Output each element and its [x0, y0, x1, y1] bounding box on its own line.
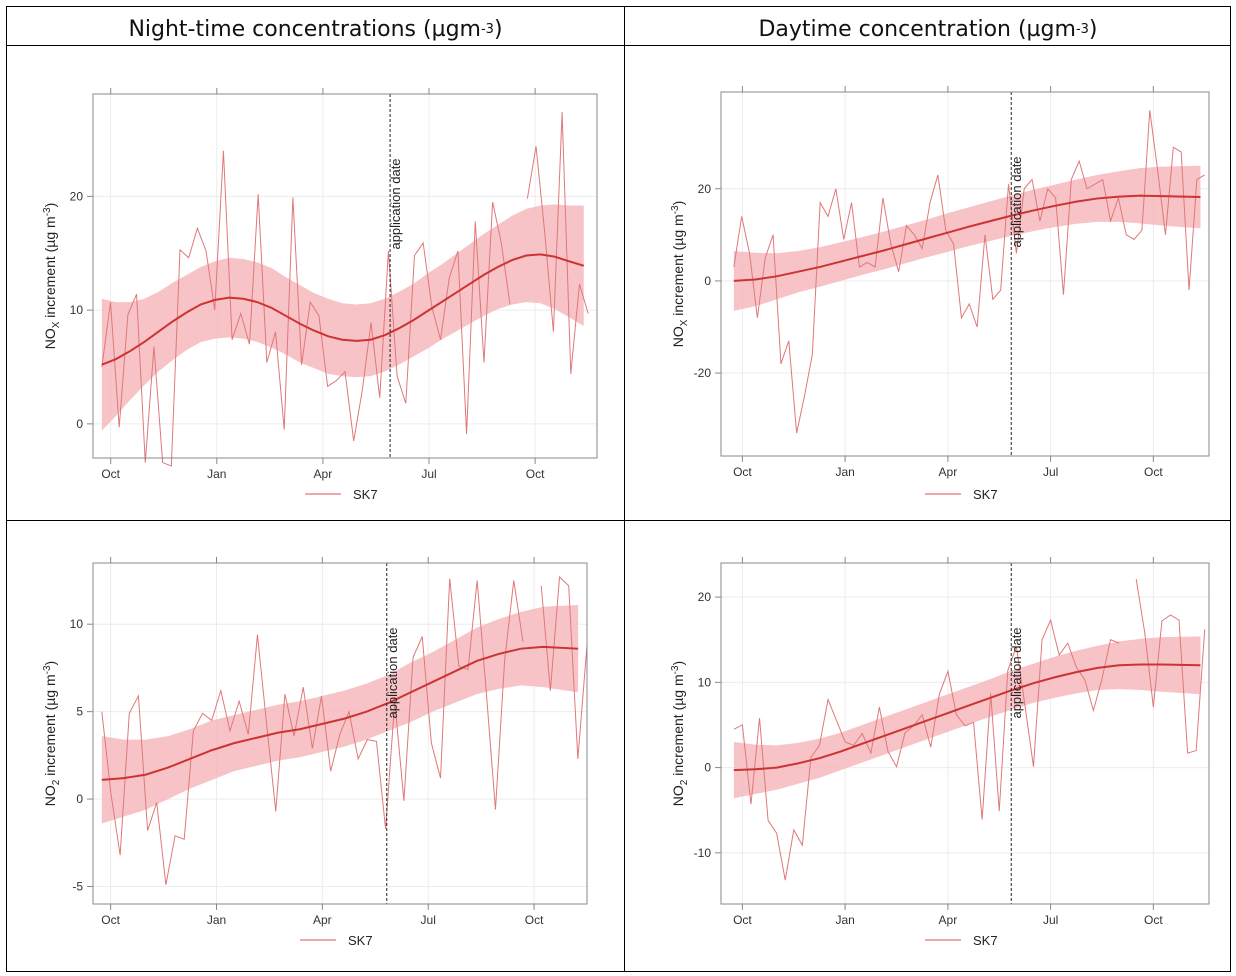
x-tick-label: Jan [207, 467, 226, 481]
y-axis-label: NOX increment (µg m-3) [42, 203, 62, 350]
confidence-band [733, 165, 1201, 311]
x-tick-label: Oct [101, 467, 120, 481]
x-tick-label: Jan [835, 913, 854, 927]
chart-night-no2: application date -5 0 5 10 Oct Jan Apr Jul Oct NO2… [7, 521, 623, 971]
x-tick-label: Jan [207, 913, 226, 927]
x-tick-label: Apr [939, 465, 958, 479]
y-tick-label: -10 [694, 846, 712, 860]
x-tick-label: Jul [421, 913, 436, 927]
application-date-label: application date [385, 627, 400, 718]
chart-night-no2-svg: application date -5 0 5 10 Oct Jan Apr Jul Oct NO2… [42, 557, 588, 948]
series-line-sk7 [733, 618, 1120, 881]
x-tick-label: Oct [101, 913, 120, 927]
header-day-close: ) [1088, 16, 1098, 42]
y-axis-label: NO2 increment (µg m-3) [670, 661, 690, 806]
chart-night-nox-svg: application date 0 10 20 Oct Jan Apr Jul Oct NOX … [42, 88, 598, 502]
x-tick-label: Jan [835, 465, 854, 479]
chart-day-no2-svg: application date -10 0 10 20 Oct Jan Apr Jul Oct N… [670, 557, 1210, 948]
x-tick-label: Oct [1144, 913, 1163, 927]
x-tick-label: Oct [526, 467, 545, 481]
header-day: Daytime concentration (µgm -3) [625, 7, 1231, 51]
smooth-trend-line [101, 645, 579, 781]
y-tick-label: 20 [70, 189, 84, 203]
y-tick-label: 0 [704, 274, 711, 288]
legend-label-sk7: SK7 [353, 487, 378, 502]
series-line-sk7 [101, 578, 524, 885]
chart-day-no2: application date -10 0 10 20 Oct Jan Apr Jul Oct N… [625, 521, 1231, 971]
confidence-band [101, 604, 579, 824]
plot-frame [720, 562, 1210, 905]
smooth-trend-line [101, 253, 585, 366]
series-line-sk7 [101, 150, 511, 467]
y-tick-label: 0 [76, 417, 83, 431]
legend-label-sk7: SK7 [973, 487, 998, 502]
x-tick-label: Oct [733, 465, 752, 479]
smooth-trend-line [733, 194, 1201, 282]
x-tick-label: Oct [733, 913, 752, 927]
y-tick-label: 20 [698, 182, 712, 196]
y-tick-label: 10 [70, 617, 84, 631]
column-divider [624, 7, 625, 971]
plot-frame [720, 91, 1210, 457]
x-tick-label: Jul [1043, 465, 1058, 479]
chart-day-nox: application date -20 0 20 Oct Jan Apr Jul Oct NOX… [625, 46, 1231, 519]
y-tick-label: 10 [698, 675, 712, 689]
x-tick-label: Jul [1043, 913, 1058, 927]
figure-table: Night-time concentrations (µgm -3) Daytim… [6, 6, 1231, 972]
chart-night-nox: application date 0 10 20 Oct Jan Apr Jul Oct NOX … [7, 46, 623, 519]
x-tick-label: Apr [313, 913, 332, 927]
plot-background [721, 563, 1209, 904]
header-night-close: ) [493, 16, 503, 42]
series-line-sk7 [526, 112, 589, 374]
y-axis-label: NO2 increment (µg m-3) [42, 661, 62, 806]
series-line-sk7 [540, 575, 588, 759]
confidence-band [101, 204, 584, 431]
x-tick-label: Oct [525, 913, 544, 927]
header-day-text: Daytime concentration (µgm [758, 16, 1076, 42]
chart-day-nox-svg: application date -20 0 20 Oct Jan Apr Jul Oct NOX… [670, 86, 1210, 502]
y-axis-label: NOX increment (µg m-3) [670, 201, 690, 348]
x-tick-label: Apr [939, 913, 958, 927]
x-tick-label: Oct [1144, 465, 1163, 479]
y-tick-label: -20 [694, 366, 712, 380]
legend-label-sk7: SK7 [348, 933, 373, 948]
y-tick-label: 5 [76, 705, 83, 719]
series-line-sk7 [733, 110, 1205, 434]
y-tick-label: -5 [72, 880, 83, 894]
header-night: Night-time concentrations (µgm -3) [7, 7, 624, 51]
legend-label-sk7: SK7 [973, 933, 998, 948]
header-day-sup: -3 [1075, 21, 1089, 37]
row-divider [7, 520, 1230, 521]
y-tick-label: 0 [704, 761, 711, 775]
confidence-band [733, 636, 1201, 799]
header-divider [7, 45, 1230, 46]
y-tick-label: 10 [70, 303, 84, 317]
plot-frame [92, 93, 598, 459]
application-date-label: application date [1009, 156, 1024, 247]
y-tick-label: 20 [698, 590, 712, 604]
header-night-text: Night-time concentrations (µgm [128, 16, 481, 42]
application-date-label: application date [388, 158, 403, 249]
x-tick-label: Jul [421, 467, 436, 481]
application-date-label: application date [1009, 627, 1024, 718]
x-tick-label: Apr [314, 467, 333, 481]
y-tick-label: 0 [76, 792, 83, 806]
plot-frame [92, 562, 588, 905]
smooth-trend-line [733, 663, 1201, 772]
header-night-sup: -3 [480, 21, 494, 37]
series-line-sk7 [1135, 579, 1206, 754]
